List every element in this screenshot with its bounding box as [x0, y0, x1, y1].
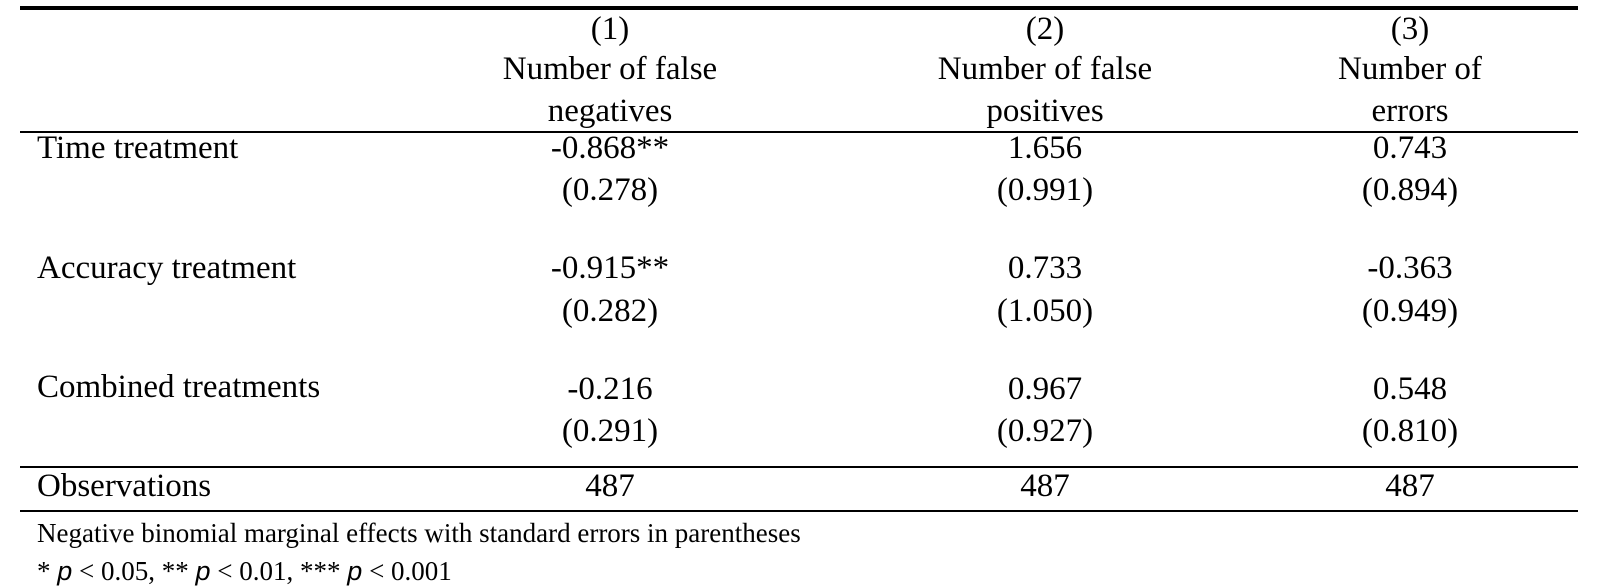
sig-rest-1: < 0.05, — [72, 556, 162, 586]
combined-treatments-se-col1: (0.291) — [561, 413, 659, 449]
significance-note: * p < 0.05, ** p < 0.01, *** p < 0.001 — [37, 554, 452, 588]
combined-treatments-se-col3: (0.810) — [1361, 413, 1459, 449]
column-2-number: (2) — [1025, 11, 1065, 47]
sig-var-1: p — [57, 556, 73, 586]
sig-stars-2: ** — [161, 556, 196, 586]
column-3-title-line2: errors — [1371, 93, 1449, 129]
sig-rest-2: < 0.01, — [210, 556, 301, 586]
accuracy-treatment-coef-col1: -0.915** — [550, 250, 670, 286]
observations-rule — [20, 466, 1578, 468]
observations-col3: 487 — [1385, 468, 1435, 504]
sig-var-3: p — [347, 556, 363, 586]
header-rule — [20, 131, 1578, 133]
time-treatment-se-col3: (0.894) — [1361, 172, 1459, 208]
time-treatment-coef-col1: -0.868** — [550, 130, 670, 166]
column-1-title-line1: Number of false — [502, 51, 718, 87]
sig-stars-3: *** — [300, 556, 348, 586]
column-1-title-line2: negatives — [547, 93, 673, 129]
row-label-combined-treatments: Combined treatments — [37, 369, 321, 405]
time-treatment-coef-col3: 0.743 — [1372, 130, 1448, 166]
accuracy-treatment-se-col1: (0.282) — [561, 293, 659, 329]
accuracy-treatment-se-col3: (0.949) — [1361, 293, 1459, 329]
time-treatment-se-col2: (0.991) — [996, 172, 1094, 208]
table-bottom-rule — [20, 510, 1578, 512]
table-top-rule — [20, 6, 1578, 10]
accuracy-treatment-coef-col2: 0.733 — [1007, 250, 1083, 286]
column-2-title-line2: positives — [986, 93, 1104, 129]
combined-treatments-coef-col2: 0.967 — [1007, 371, 1083, 407]
row-label-time-treatment: Time treatment — [37, 130, 239, 166]
column-2-title-line1: Number of false — [937, 51, 1153, 87]
combined-treatments-se-col2: (0.927) — [996, 413, 1094, 449]
combined-treatments-coef-col1: -0.216 — [567, 371, 653, 407]
accuracy-treatment-se-col2: (1.050) — [996, 293, 1094, 329]
row-label-observations: Observations — [37, 468, 212, 504]
sig-stars-1: * — [37, 556, 58, 586]
table-note: Negative binomial marginal effects with … — [37, 518, 801, 548]
accuracy-treatment-coef-col3: -0.363 — [1367, 250, 1453, 286]
column-3-number: (3) — [1390, 11, 1430, 47]
time-treatment-se-col1: (0.278) — [561, 172, 659, 208]
column-3-title-line1: Number of — [1338, 51, 1482, 87]
observations-col1: 487 — [585, 468, 635, 504]
row-label-accuracy-treatment: Accuracy treatment — [37, 250, 297, 286]
time-treatment-coef-col2: 1.656 — [1007, 130, 1083, 166]
column-1-number: (1) — [590, 11, 630, 47]
observations-col2: 487 — [1020, 468, 1070, 504]
sig-var-2: p — [195, 556, 211, 586]
sig-rest-3: < 0.001 — [362, 556, 452, 586]
combined-treatments-coef-col3: 0.548 — [1372, 371, 1448, 407]
